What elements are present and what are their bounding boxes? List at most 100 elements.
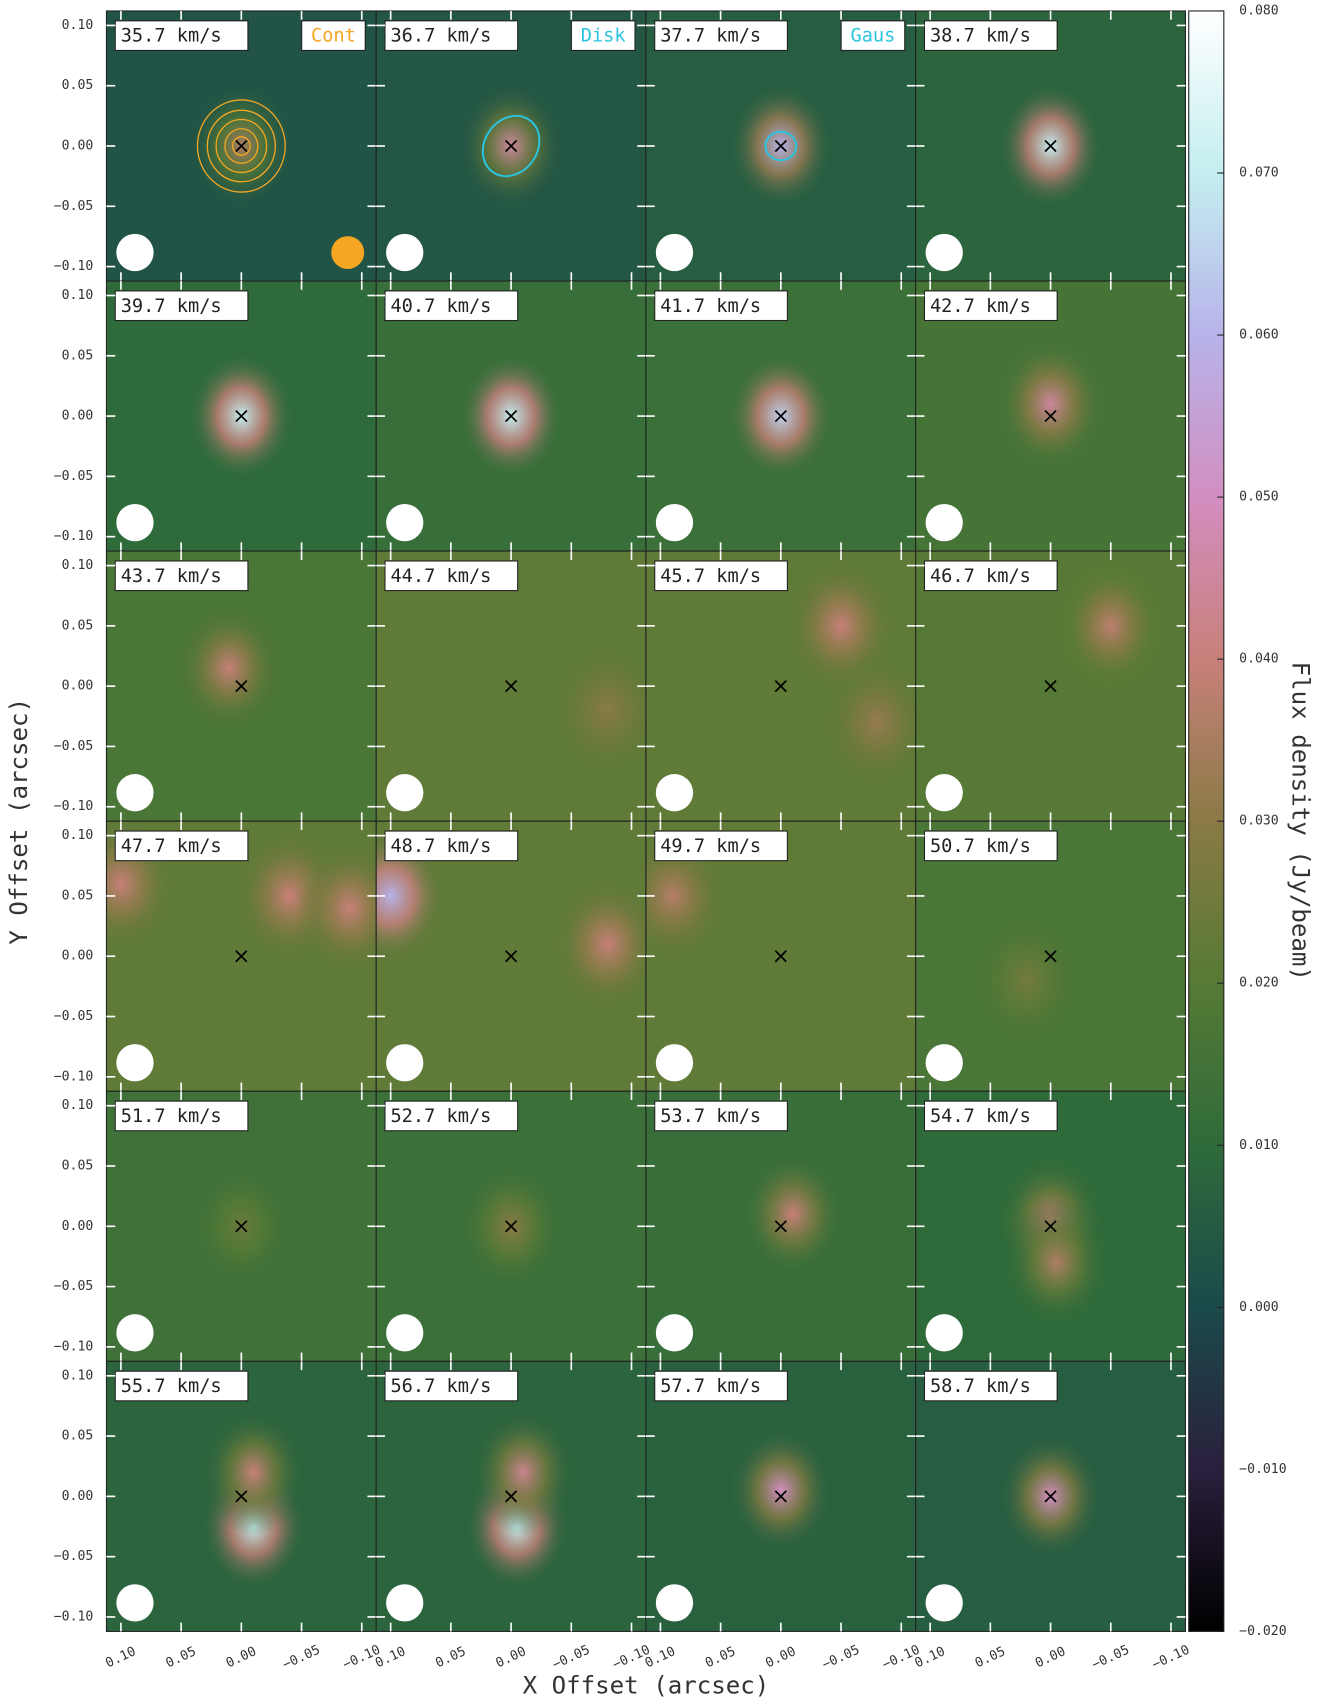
label-box xyxy=(654,1370,788,1402)
label-box xyxy=(384,20,519,51)
colorbar-tick-label: 0.080 xyxy=(1239,3,1279,18)
colorbar-tick-label: 0.060 xyxy=(1239,328,1279,343)
beam xyxy=(655,774,694,812)
contour xyxy=(215,118,268,174)
panel xyxy=(645,821,916,1092)
beam xyxy=(655,1584,694,1622)
legend-box xyxy=(301,20,366,51)
channel-label: 48.7 km/s xyxy=(390,836,491,857)
channel-label: 57.7 km/s xyxy=(660,1376,761,1397)
center-marker xyxy=(235,950,248,963)
channel-label: 45.7 km/s xyxy=(660,566,761,587)
beam xyxy=(925,1314,963,1352)
center-marker xyxy=(1044,1220,1057,1233)
channel-label: 44.7 km/s xyxy=(390,566,491,587)
channel-label: 46.7 km/s xyxy=(930,566,1031,587)
beam xyxy=(116,1584,154,1622)
beam xyxy=(116,1314,154,1352)
label-box xyxy=(654,20,788,51)
emission-peak xyxy=(470,1408,576,1536)
contour xyxy=(231,136,251,156)
center-marker xyxy=(774,1220,787,1233)
channel-label: 39.7 km/s xyxy=(121,296,222,317)
channel-label: 35.7 km/s xyxy=(121,26,222,47)
x-tick-label: −0.10 xyxy=(1150,1643,1192,1673)
y-tick-label: 0.00 xyxy=(62,679,94,694)
y-tick-label: 0.00 xyxy=(62,1219,94,1234)
colorbar-tick-label: 0.010 xyxy=(1239,1138,1279,1153)
contour xyxy=(206,109,276,183)
label-box xyxy=(114,560,249,592)
y-tick-label: 0.10 xyxy=(62,828,94,843)
label-box xyxy=(654,1100,788,1132)
label-box xyxy=(384,1370,519,1402)
label-box xyxy=(654,290,788,322)
y-tick-label: −0.10 xyxy=(54,1069,94,1084)
x-tick-label: 0.05 xyxy=(973,1644,1008,1671)
beam xyxy=(925,233,963,272)
legend-box xyxy=(570,20,636,51)
center-marker xyxy=(774,950,787,963)
beam xyxy=(655,1044,694,1082)
center-marker xyxy=(774,139,787,153)
x-tick-label: −0.05 xyxy=(820,1643,862,1673)
center-marker xyxy=(235,1220,248,1233)
center-marker xyxy=(504,139,518,153)
colorbar-tick-label: 0.070 xyxy=(1239,166,1279,181)
contour xyxy=(224,128,259,164)
channel-label: 56.7 km/s xyxy=(390,1376,491,1397)
x-tick-label: −0.05 xyxy=(550,1643,592,1673)
center-marker xyxy=(1044,139,1057,153)
center-marker xyxy=(504,1220,518,1233)
colorbar-tick-label: 0.040 xyxy=(1239,652,1279,667)
x-axis-label: X Offset (arcsec) xyxy=(523,1671,770,1699)
y-tick-label: 0.05 xyxy=(62,1429,94,1444)
label-box xyxy=(114,1370,249,1402)
y-tick-label: −0.05 xyxy=(54,739,94,754)
y-tick-label: −0.05 xyxy=(54,1279,94,1294)
center-marker xyxy=(235,139,248,153)
emission-peak xyxy=(997,340,1104,468)
label-box xyxy=(384,830,519,862)
model-ellipse xyxy=(481,114,541,178)
center-marker xyxy=(504,680,518,693)
beam xyxy=(116,503,154,542)
model-ellipse xyxy=(764,130,798,162)
channel-label: 37.7 km/s xyxy=(660,26,761,47)
channel-label: 53.7 km/s xyxy=(660,1106,761,1127)
emission-peak xyxy=(1058,562,1164,690)
center-marker xyxy=(774,409,787,423)
colorbar-tick-label: −0.020 xyxy=(1239,1624,1287,1639)
legend-box xyxy=(840,20,906,51)
label-box xyxy=(654,560,788,592)
beam xyxy=(655,1314,694,1352)
channel-label: 58.7 km/s xyxy=(930,1376,1031,1397)
label-box xyxy=(923,290,1058,322)
emission-peak xyxy=(740,1150,846,1278)
beam xyxy=(655,233,694,272)
beam xyxy=(386,233,424,272)
emission-peak xyxy=(297,844,377,972)
beam xyxy=(655,503,694,542)
x-tick-label: 0.05 xyxy=(433,1644,468,1671)
colorbar-tick-label: 0.030 xyxy=(1239,814,1279,829)
colorbar-tick-label: 0.050 xyxy=(1239,490,1279,505)
x-tick-label: 0.05 xyxy=(703,1644,738,1671)
colorbar-tick-label: 0.020 xyxy=(1239,976,1279,991)
x-tick-label: 0.10 xyxy=(103,1644,138,1671)
beam xyxy=(386,1314,424,1352)
label-box xyxy=(654,830,788,862)
y-tick-label: −0.10 xyxy=(54,1609,94,1624)
channel-label: 54.7 km/s xyxy=(930,1106,1031,1127)
panel xyxy=(376,821,646,1092)
x-tick-label: 0.00 xyxy=(494,1644,529,1671)
y-tick-label: 0.10 xyxy=(62,288,94,303)
y-tick-label: −0.10 xyxy=(54,799,94,814)
label-box xyxy=(923,830,1058,862)
emission-peak xyxy=(554,646,646,774)
label-box xyxy=(114,290,249,322)
y-tick-label: 0.10 xyxy=(62,1098,94,1113)
channel-label: 36.7 km/s xyxy=(390,26,491,47)
x-tick-label: −0.05 xyxy=(280,1643,322,1673)
